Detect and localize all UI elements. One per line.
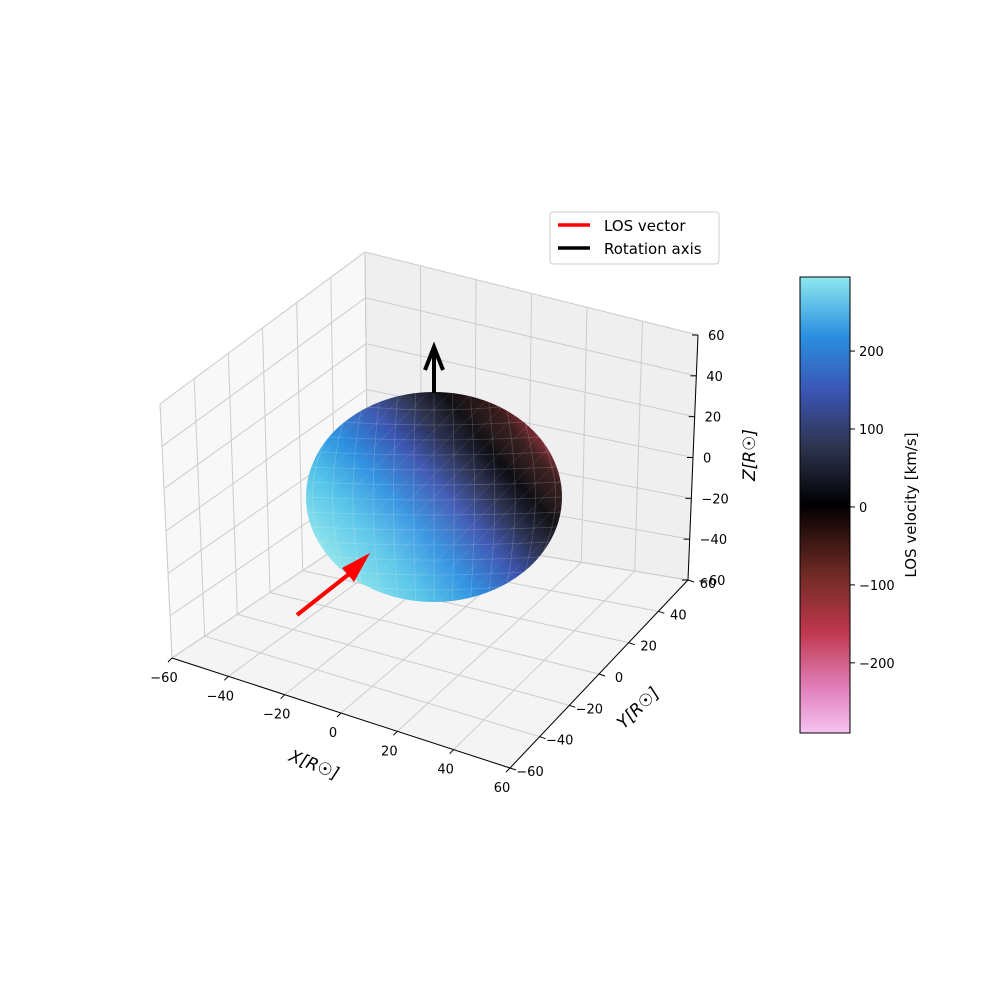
grid-line xyxy=(634,321,643,572)
x-tick-mark xyxy=(449,749,455,755)
z-tick-label: −60 xyxy=(698,574,725,589)
mesh-line xyxy=(307,511,561,516)
colorbar-tick-label: 200 xyxy=(859,345,884,360)
z-axis-label: Z[R☉] xyxy=(740,429,760,482)
x-tick-label: 60 xyxy=(494,781,511,796)
colorbar-ticks: −200 −100 0 100 200 xyxy=(850,345,895,672)
mesh-line xyxy=(306,392,435,602)
mesh-line xyxy=(477,392,562,602)
y-tick-mark xyxy=(509,767,517,771)
y-tick-label: 0 xyxy=(615,671,623,686)
y-tick-label: 40 xyxy=(670,608,687,623)
y-tick-label: −40 xyxy=(546,734,573,749)
mesh-line xyxy=(455,392,562,602)
x-tick-mark xyxy=(280,694,286,700)
mesh-line xyxy=(328,436,540,441)
mesh-line xyxy=(307,481,561,486)
legend-frame xyxy=(549,211,720,265)
mesh-line xyxy=(311,442,325,552)
colorbar-tick-label: 100 xyxy=(859,423,884,438)
mesh-line xyxy=(311,526,557,531)
y-tick-mark xyxy=(628,642,635,646)
y-tick-label: 60 xyxy=(700,577,717,592)
y-tick-mark xyxy=(539,736,546,740)
mesh-line xyxy=(311,466,557,471)
los-vector-arrow xyxy=(295,553,370,617)
colorbar-tick-label: 0 xyxy=(859,501,867,516)
mesh-line xyxy=(344,571,524,576)
z-tick-label: 60 xyxy=(708,329,725,344)
mesh-line xyxy=(368,406,500,411)
grid-line xyxy=(159,251,366,405)
x-axis-label: X[R☉] xyxy=(285,746,342,784)
mesh-line xyxy=(488,402,496,592)
mesh-line xyxy=(344,421,524,426)
y-tick-mark xyxy=(569,704,576,708)
y-tick-label: −20 xyxy=(576,702,603,717)
legend-label-rotation: Rotation axis xyxy=(604,240,702,258)
x-tick-mark xyxy=(505,767,511,773)
mesh-line xyxy=(323,392,545,602)
mesh-line xyxy=(306,392,479,602)
mesh-line xyxy=(506,410,516,584)
mesh-line xyxy=(525,423,536,571)
x-tick-mark xyxy=(392,730,398,736)
x-tick-mark xyxy=(167,657,173,663)
z-tick-labels: −60 −40 −20 0 20 40 60 xyxy=(682,329,729,589)
z-tick-label: −40 xyxy=(700,533,727,548)
x-tick-label: −40 xyxy=(207,689,234,704)
y-tick-label: 20 xyxy=(640,640,657,655)
y-tick-mark xyxy=(687,579,695,583)
colorbar: −200 −100 0 100 200 LOS velocity [km/s] xyxy=(799,276,920,734)
mesh-line xyxy=(328,556,540,561)
colorbar-tick-label: −100 xyxy=(859,579,895,594)
mesh-line xyxy=(433,392,562,602)
y-tick-mark xyxy=(658,610,665,614)
y-tick-mark xyxy=(598,673,606,677)
z-tick-label: 0 xyxy=(703,452,711,467)
colorbar-label: LOS velocity [km/s] xyxy=(902,432,920,577)
grid-line xyxy=(364,251,699,336)
mesh-line xyxy=(306,392,457,602)
mesh-line xyxy=(411,392,562,602)
z-tick-label: −20 xyxy=(701,492,728,507)
mesh-line xyxy=(306,496,562,501)
mesh-line xyxy=(368,586,500,591)
mesh-line xyxy=(332,423,343,571)
mesh-line xyxy=(372,402,380,592)
mesh-line xyxy=(413,393,417,601)
mesh-line xyxy=(470,396,475,598)
mesh-line xyxy=(318,451,550,456)
z-tick-label: 20 xyxy=(705,411,722,426)
x-tick-label: −20 xyxy=(263,708,290,723)
mesh-line xyxy=(393,396,398,598)
mesh-line xyxy=(543,442,557,552)
x-tick-label: −60 xyxy=(150,671,177,686)
x-tick-mark xyxy=(336,712,342,718)
mesh-line xyxy=(306,392,413,602)
legend: LOS vector Rotation axis xyxy=(549,211,720,265)
mesh-line xyxy=(389,392,562,602)
y-tick-labels: −60 −40 −20 0 20 40 60 xyxy=(509,577,717,780)
colorbar-tick-label: −200 xyxy=(859,657,895,672)
mesh-line xyxy=(451,393,455,601)
ellipsoid-surface xyxy=(306,392,562,602)
y-axis-label: Y[R☉] xyxy=(613,684,663,734)
z-tick-label: 40 xyxy=(706,370,723,385)
legend-label-los: LOS vector xyxy=(604,217,686,235)
x-tick-mark xyxy=(223,675,229,681)
x-tick-labels: −60 −40 −20 0 20 40 60 xyxy=(150,657,511,796)
x-tick-label: 0 xyxy=(329,726,337,741)
colorbar-fill xyxy=(799,276,851,734)
mesh-line xyxy=(306,392,391,602)
x-tick-label: 20 xyxy=(381,744,398,759)
mesh-line xyxy=(318,541,550,546)
x-tick-label: 40 xyxy=(437,763,454,778)
rotation-axis-arrow xyxy=(423,341,445,393)
y-tick-label: −60 xyxy=(516,765,543,780)
